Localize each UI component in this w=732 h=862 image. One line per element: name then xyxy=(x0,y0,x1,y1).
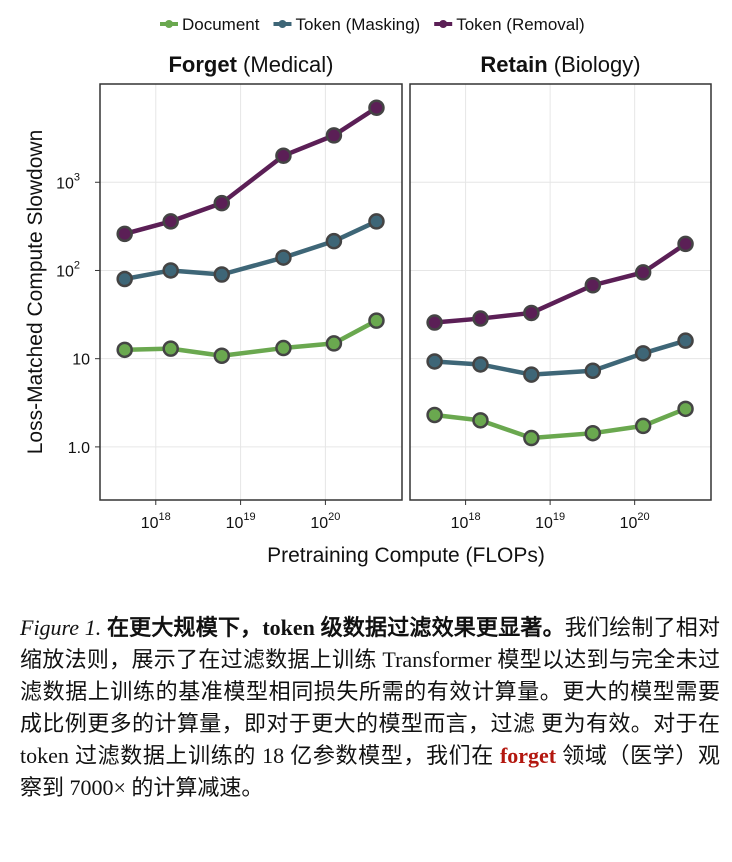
x-tick-label: 1019 xyxy=(226,511,256,532)
data-point xyxy=(426,314,443,331)
data-point xyxy=(368,99,385,116)
series-line-token-removal- xyxy=(434,242,687,325)
data-point xyxy=(426,406,443,424)
caption-text: 我们绘制了相对缩放法则，展示了在过滤数据上训练 Transformer 模型以达… xyxy=(20,615,720,768)
data-point xyxy=(162,340,179,357)
x-tick-exp: 19 xyxy=(243,511,255,523)
panel-frame xyxy=(409,83,712,501)
data-point xyxy=(213,194,231,212)
panel-title-bold: Forget xyxy=(168,52,237,77)
y-tick-exp: 3 xyxy=(74,171,80,183)
data-point xyxy=(584,424,602,442)
legend-entry: Token (Masking) xyxy=(295,15,420,34)
data-point xyxy=(325,335,343,352)
data-point xyxy=(275,249,292,266)
data-point xyxy=(472,356,489,373)
x-tick-exp: 18 xyxy=(159,511,171,523)
data-point xyxy=(116,341,133,359)
panel-retain: Retain (Biology)1018 1019 1020 xyxy=(409,52,712,532)
data-point xyxy=(116,225,133,243)
data-point xyxy=(523,304,540,322)
data-point xyxy=(275,147,292,164)
legend-marker xyxy=(278,20,287,28)
panel-title: Forget (Medical) xyxy=(168,52,333,77)
figure-caption: Figure 1. 在更大规模下，token 级数据过滤效果更显著。我们绘制了相… xyxy=(20,612,720,804)
panel-title-rest: (Biology) xyxy=(548,52,641,77)
legend-marker xyxy=(165,20,173,28)
panel-title: Retain (Biology) xyxy=(480,52,640,77)
data-point xyxy=(325,232,343,250)
chart: Document Token (Masking) Token (Removal) Lo… xyxy=(24,15,712,567)
y-tick-exp: 2 xyxy=(74,259,80,271)
panel-frame xyxy=(99,83,403,501)
x-tick-base: 10 xyxy=(310,515,328,532)
data-point xyxy=(213,266,231,283)
data-point xyxy=(523,366,540,383)
y-tick-base: 10 xyxy=(56,263,74,280)
data-point xyxy=(162,213,179,230)
x-tick-base: 10 xyxy=(451,515,469,532)
y-tick-label: 10 xyxy=(72,352,90,369)
caption-highlight: forget xyxy=(499,743,557,768)
legend-marker xyxy=(439,20,448,28)
x-tick-exp: 18 xyxy=(468,511,480,523)
x-tick-exp: 19 xyxy=(553,511,565,523)
x-tick-label: 1018 xyxy=(141,511,171,532)
data-point xyxy=(584,276,602,294)
data-point xyxy=(523,429,540,447)
legend-entry: Token (Removal) xyxy=(456,15,585,34)
data-point xyxy=(368,312,385,329)
y-tick-label: 1.0 xyxy=(68,440,90,457)
x-tick-label: 1020 xyxy=(620,511,650,532)
x-tick-base: 10 xyxy=(141,515,159,532)
data-point xyxy=(213,347,231,364)
y-axis-label: Loss-Matched Compute Slowdown xyxy=(24,130,47,455)
data-point xyxy=(426,353,443,370)
figure-label: Figure 1. xyxy=(20,615,102,640)
data-point xyxy=(472,412,489,429)
caption-title: 在更大规模下，token 级数据过滤效果更显著。 xyxy=(101,615,565,640)
data-point xyxy=(472,310,489,327)
data-point xyxy=(634,345,652,362)
data-point xyxy=(325,127,343,144)
data-point xyxy=(116,270,133,288)
data-point xyxy=(368,213,385,230)
x-tick-label: 1019 xyxy=(535,511,565,532)
y-tick-label: 103 xyxy=(56,171,80,192)
x-tick-base: 10 xyxy=(535,515,553,532)
panel-title-bold: Retain xyxy=(480,52,547,77)
data-point xyxy=(677,235,694,253)
panel-title-rest: (Medical) xyxy=(237,52,334,77)
data-point xyxy=(162,262,179,279)
data-point xyxy=(634,417,652,435)
y-tick-base: 10 xyxy=(56,175,74,192)
x-tick-exp: 20 xyxy=(637,511,649,523)
x-axis-label: Pretraining Compute (FLOPs) xyxy=(267,544,545,567)
data-point xyxy=(677,332,694,349)
x-tick-label: 1020 xyxy=(310,511,340,532)
series-line-token-removal- xyxy=(124,105,378,237)
data-point xyxy=(275,339,292,357)
x-tick-base: 10 xyxy=(226,515,244,532)
legend-entry: Document xyxy=(182,15,260,34)
x-tick-exp: 20 xyxy=(328,511,340,523)
x-tick-label: 1018 xyxy=(451,511,481,532)
y-tick-label: 102 xyxy=(56,259,80,280)
data-point xyxy=(584,362,602,379)
caption-text-end: 领域（医学）观察到 7000× 的计算减速。 xyxy=(20,743,720,800)
x-tick-base: 10 xyxy=(620,515,638,532)
data-point xyxy=(677,400,694,418)
data-point xyxy=(634,264,652,281)
